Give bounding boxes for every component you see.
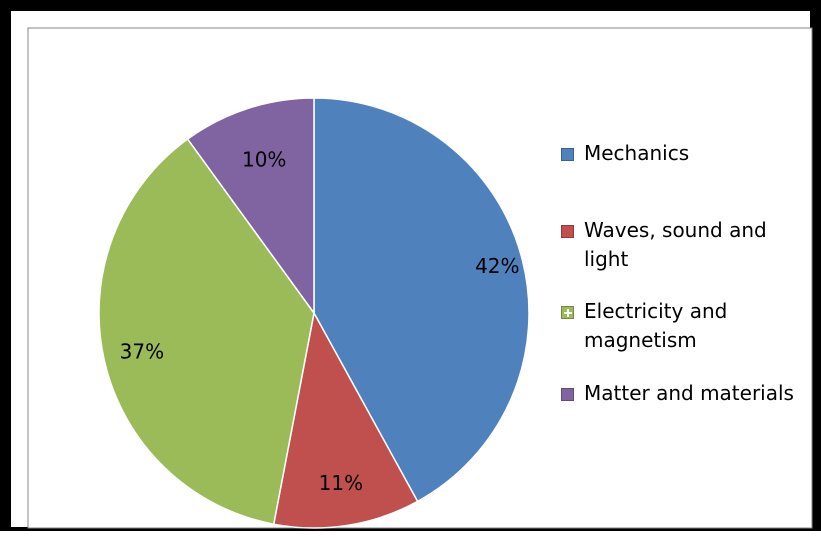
legend-swatch-matter <box>561 388 574 401</box>
pie-slice-waves-sound-and-light <box>272 310 419 529</box>
pie-data-label: 11% <box>319 471 363 495</box>
pie-data-labels: 42% 11% 37% 10% <box>120 148 520 495</box>
pie-slice-electricity-and-magnetism <box>98 138 315 526</box>
legend-swatch-waves <box>561 225 574 238</box>
pie-data-label: 42% <box>475 254 519 278</box>
pie-slices <box>98 97 530 529</box>
legend-label-electricity: Electricity and magnetism <box>584 297 809 355</box>
pie-data-label: 37% <box>120 340 164 364</box>
legend-label-mechanics: Mechanics <box>584 139 809 168</box>
legend-label-waves: Waves, sound and light <box>584 216 809 274</box>
legend-label-line: Mechanics <box>584 141 690 165</box>
legend-label-line: Matter and materials <box>584 381 794 405</box>
legend-swatch-mechanics <box>561 148 574 161</box>
legend-label-line: light <box>584 247 629 271</box>
legend-label-matter: Matter and materials <box>584 379 809 408</box>
pie-chart: 42% 11% 37% 10% <box>27 27 813 529</box>
legend-label-line: magnetism <box>584 328 697 352</box>
legend-label-line: Waves, sound and <box>584 218 767 242</box>
plus-square-icon <box>561 306 574 319</box>
pie-slice-mechanics <box>313 97 530 503</box>
pie-slice-matter-and-materials <box>186 97 315 316</box>
legend-label-line: Electricity and <box>584 299 728 323</box>
plot-area: 42% 11% 37% 10% Mechanics Waves, sound and … <box>22 22 821 538</box>
pie-data-label: 10% <box>242 148 286 172</box>
